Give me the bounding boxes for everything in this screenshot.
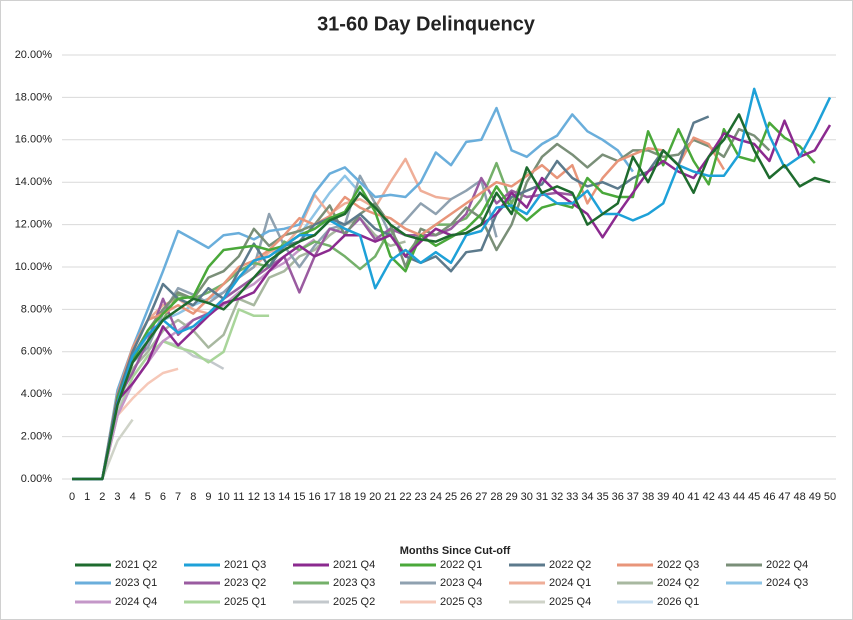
legend-label: 2023 Q3 — [333, 577, 375, 589]
x-tick-label: 27 — [475, 491, 487, 503]
chart-title: 31-60 Day Delinquency — [317, 13, 536, 35]
y-tick-label: 20.00% — [15, 49, 53, 61]
x-tick-label: 49 — [809, 491, 821, 503]
x-tick-label: 43 — [718, 491, 730, 503]
x-tick-label: 40 — [672, 491, 684, 503]
series-line — [72, 106, 634, 481]
x-tick-label: 15 — [293, 491, 305, 503]
series-line — [72, 113, 831, 481]
x-tick-label: 1 — [84, 491, 90, 503]
x-tick-label: 33 — [566, 491, 578, 503]
legend-label: 2024 Q1 — [549, 577, 591, 589]
legend-label: 2024 Q2 — [657, 577, 699, 589]
legend-label: 2025 Q1 — [224, 596, 266, 608]
x-tick-label: 30 — [521, 491, 533, 503]
y-tick-label: 16.00% — [15, 134, 53, 146]
x-tick-label: 46 — [763, 491, 775, 503]
x-tick-label: 13 — [263, 491, 275, 503]
legend-label: 2025 Q3 — [440, 596, 482, 608]
legend-label: 2025 Q4 — [549, 596, 591, 608]
x-tick-label: 11 — [233, 491, 244, 503]
x-tick-label: 18 — [339, 491, 351, 503]
legend-label: 2023 Q4 — [440, 577, 482, 589]
x-tick-label: 44 — [733, 491, 745, 503]
series-line — [72, 87, 832, 481]
x-tick-label: 42 — [703, 491, 715, 503]
x-tick-label: 37 — [627, 491, 639, 503]
y-tick-label: 18.00% — [15, 91, 53, 103]
x-tick-label: 31 — [536, 491, 548, 503]
x-tick-label: 5 — [145, 491, 151, 503]
x-tick-label: 36 — [612, 491, 624, 503]
x-tick-label: 48 — [794, 491, 806, 503]
x-tick-label: 23 — [415, 491, 427, 503]
y-tick-label: 4.00% — [21, 388, 52, 400]
x-tick-label: 35 — [596, 491, 608, 503]
x-tick-label: 32 — [551, 491, 563, 503]
y-tick-label: 10.00% — [15, 261, 53, 273]
legend-label: 2021 Q4 — [333, 559, 375, 571]
legend-label: 2021 Q2 — [115, 559, 157, 571]
x-tick-label: 3 — [114, 491, 120, 503]
x-tick-label: 9 — [205, 491, 211, 503]
legend-label: 2022 Q2 — [549, 559, 591, 571]
x-tick-label: 12 — [248, 491, 260, 503]
x-tick-label: 28 — [490, 491, 502, 503]
legend-label: 2022 Q4 — [766, 559, 808, 571]
x-tick-label: 34 — [581, 491, 593, 503]
legend-label: 2024 Q4 — [115, 596, 157, 608]
x-tick-label: 24 — [430, 491, 442, 503]
legend-label: 2024 Q3 — [766, 577, 808, 589]
x-tick-label: 0 — [69, 491, 75, 503]
x-tick-label: 39 — [657, 491, 669, 503]
x-tick-label: 2 — [99, 491, 105, 503]
x-tick-label: 41 — [687, 491, 699, 503]
x-tick-label: 26 — [460, 491, 472, 503]
x-tick-label: 45 — [748, 491, 760, 503]
legend-label: 2025 Q2 — [333, 596, 375, 608]
y-tick-label: 0.00% — [21, 473, 52, 485]
x-tick-label: 16 — [308, 491, 320, 503]
legend-label: 2023 Q2 — [224, 577, 266, 589]
series-line — [72, 121, 816, 481]
x-tick-label: 4 — [130, 491, 136, 503]
x-tick-label: 38 — [642, 491, 654, 503]
x-axis-title: Months Since Cut-off — [400, 545, 511, 557]
legend-label: 2026 Q1 — [657, 596, 699, 608]
x-tick-label: 19 — [354, 491, 366, 503]
x-tick-label: 17 — [324, 491, 336, 503]
y-tick-label: 12.00% — [15, 219, 53, 231]
y-tick-label: 2.00% — [21, 431, 52, 443]
x-tick-label: 6 — [160, 491, 166, 503]
x-tick-label: 7 — [175, 491, 181, 503]
x-tick-label: 10 — [217, 491, 229, 503]
x-tick-label: 20 — [369, 491, 381, 503]
y-tick-label: 8.00% — [21, 303, 52, 315]
legend-label: 2023 Q1 — [115, 577, 157, 589]
legend-label: 2022 Q3 — [657, 559, 699, 571]
x-tick-label: 14 — [278, 491, 290, 503]
legend-label: 2022 Q1 — [440, 559, 482, 571]
x-tick-label: 29 — [506, 491, 518, 503]
x-tick-label: 22 — [399, 491, 411, 503]
x-tick-label: 8 — [190, 491, 196, 503]
x-tick-label: 47 — [778, 491, 790, 503]
y-tick-label: 14.00% — [15, 176, 53, 188]
x-tick-label: 21 — [384, 491, 396, 503]
y-tick-label: 6.00% — [21, 346, 52, 358]
legend-label: 2021 Q3 — [224, 559, 266, 571]
x-tick-label: 25 — [445, 491, 457, 503]
x-tick-label: 50 — [824, 491, 836, 503]
